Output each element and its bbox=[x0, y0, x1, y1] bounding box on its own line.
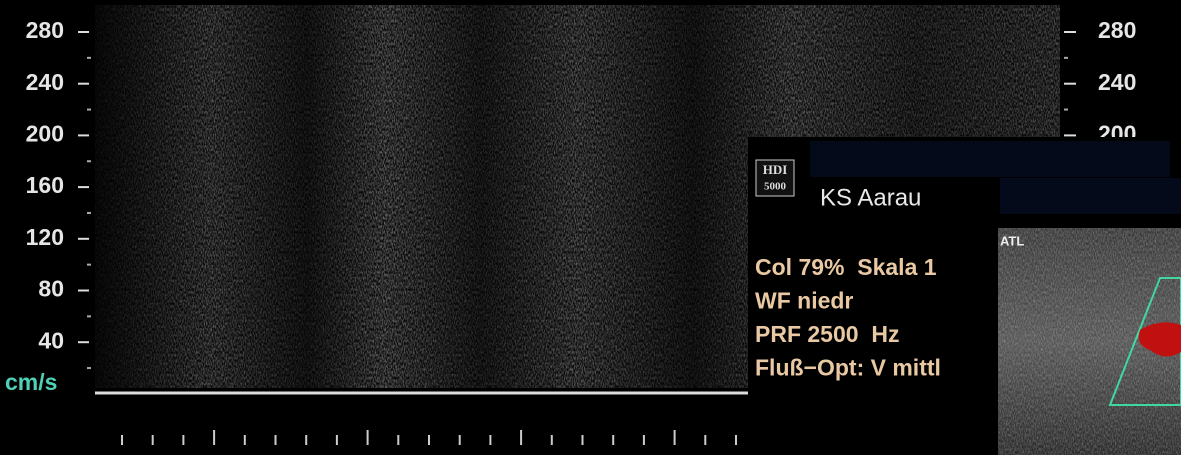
site-name: KS Aarau bbox=[820, 184, 921, 211]
left-tick-label: 40 bbox=[38, 327, 64, 353]
logo-line: HDI bbox=[763, 162, 788, 177]
probe-label: ATL bbox=[1000, 233, 1024, 248]
setting-line: WF niedr bbox=[755, 288, 853, 314]
left-tick-label: 120 bbox=[26, 224, 64, 250]
right-tick-label: 240 bbox=[1098, 69, 1136, 95]
setting-line: Col 79% Skala 1 bbox=[755, 254, 937, 280]
unit-label: cm/s bbox=[5, 369, 57, 395]
left-tick-label: 200 bbox=[26, 120, 64, 146]
time-ticks bbox=[122, 430, 767, 445]
left-tick-label: 160 bbox=[26, 172, 64, 198]
setting-line: PRF 2500 Hz bbox=[755, 321, 899, 347]
left-tick-label: 280 bbox=[26, 17, 64, 43]
setting-line: Fluß−Opt: V mittl bbox=[755, 355, 941, 381]
left-tick-label: 240 bbox=[26, 69, 64, 95]
left-tick-label: 80 bbox=[38, 276, 64, 302]
right-tick-label: 280 bbox=[1098, 17, 1136, 43]
logo-line: 5000 bbox=[764, 181, 787, 193]
ultrasound-screen: cm/s 2802402001601208040280240200 HDI 50… bbox=[0, 0, 1181, 455]
